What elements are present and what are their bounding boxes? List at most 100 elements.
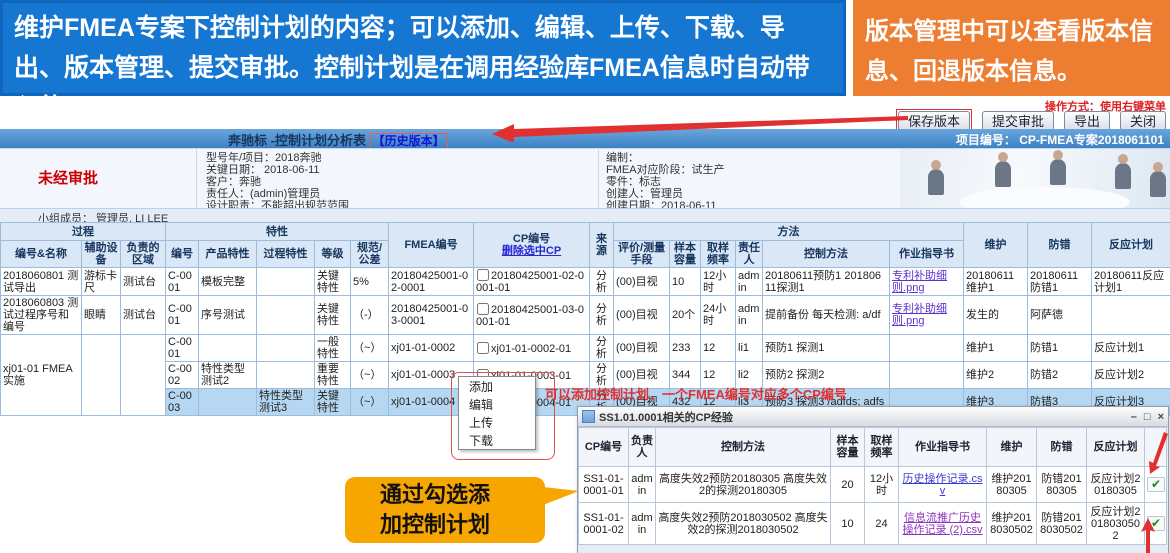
field-part: 零件：标志 xyxy=(606,176,661,188)
work-doc-link[interactable]: 专利补助细则.png xyxy=(892,303,948,327)
work-doc-link[interactable]: 专利补助细则.png xyxy=(892,269,948,294)
cell-error: 防错1 xyxy=(1027,334,1093,362)
cell-owner: admin xyxy=(628,502,656,545)
col-reaction: 反应计划 xyxy=(1091,222,1170,268)
col-no: 编号 xyxy=(165,240,199,268)
field-model: 型号年/项目：2018奔驰 xyxy=(206,152,322,164)
field-owner: 责任人：(admin)管理员 xyxy=(206,188,321,200)
col-fmea-no: FMEA编号 xyxy=(388,222,475,268)
cell-no: C-0001 xyxy=(165,295,199,335)
col-control-method: 控制方法 xyxy=(762,240,891,268)
cell-eval: (00)目视 xyxy=(613,361,671,389)
cell-error: 防错2 xyxy=(1027,361,1093,389)
maximize-icon[interactable]: □ xyxy=(1143,410,1151,423)
cell-select: ✔ xyxy=(1144,466,1167,503)
cell-name: xj01-01 FMEA实施 xyxy=(0,334,82,416)
cell-select: ✔ xyxy=(1144,502,1167,545)
close-icon[interactable]: × xyxy=(1157,410,1164,423)
cell-freq: 12 xyxy=(700,361,737,389)
history-record-link[interactable]: 信息流推广历史操作记录 (2).csv xyxy=(902,511,983,536)
cp-checkbox[interactable] xyxy=(477,302,490,315)
close-button[interactable]: 关闭 xyxy=(1119,111,1166,131)
col-select xyxy=(1144,427,1167,467)
col-spec: 规范/公差 xyxy=(349,240,390,268)
cell-aux: 游标卡尺 xyxy=(81,267,121,296)
col-owner: 负责人 xyxy=(628,427,656,467)
menu-item-download[interactable]: 下载 xyxy=(469,434,494,448)
col-reaction: 反应计划 xyxy=(1086,427,1145,467)
cell-aux xyxy=(81,334,121,416)
col-grade: 等级 xyxy=(314,240,351,268)
cell-spec: （-） xyxy=(349,295,390,335)
delete-selected-cp-link[interactable]: 删除选中CP xyxy=(501,245,562,257)
divider xyxy=(598,149,599,209)
cell-control: 20180611预防1 20180611探测1 xyxy=(762,267,891,296)
cell-sample: 10 xyxy=(669,267,702,296)
col-freq: 取样频率 xyxy=(864,427,899,467)
cell-product: 模板完整 xyxy=(198,267,257,296)
export-button[interactable]: 导出 xyxy=(1063,111,1110,131)
cell-doc: 历史操作记录.csv xyxy=(898,466,987,503)
cp-annotation-text: 可以添加控制计划，一个FMEA编号对应多个CP编号 xyxy=(545,387,847,402)
menu-item-upload[interactable]: 上传 xyxy=(469,416,494,430)
save-version-button[interactable]: 保存版本 xyxy=(897,111,970,131)
cell-aux: 眼睛 xyxy=(81,295,121,335)
cell-fmea: 20180425001-03-0001 xyxy=(388,295,475,335)
history-version-link[interactable]: 【历史版本】 xyxy=(369,133,448,149)
field-key-date: 关键日期： 2018-06-11 xyxy=(206,164,320,176)
cell-source: 分析 xyxy=(589,361,615,389)
cell-owner: admin xyxy=(735,267,764,296)
page-title: 奔驰标 -控制计划分析表 【历史版本】 xyxy=(228,130,448,149)
history-record-link[interactable]: 历史操作记录.csv xyxy=(902,472,983,497)
context-menu-highlight xyxy=(451,372,555,460)
cp-window-titlebar[interactable]: SS1.01.0001相关的CP经验 – □ × xyxy=(578,407,1168,427)
submit-approval-button[interactable]: 提交审批 xyxy=(981,111,1054,131)
cell-grade: 关键特性 xyxy=(314,295,351,335)
minimize-icon[interactable]: – xyxy=(1130,410,1137,423)
meeting-photo xyxy=(900,149,1170,209)
cell-maintain: 维护20180305 xyxy=(986,466,1037,503)
cell-product: 特性类型测试2 xyxy=(198,361,257,389)
cell-eval: (00)目视 xyxy=(613,334,671,362)
callout-text: 通过勾选添加控制计划 xyxy=(380,482,491,537)
select-check-button[interactable]: ✔ xyxy=(1147,516,1166,531)
cell-doc xyxy=(889,334,965,362)
cell-owner: li2 xyxy=(735,361,764,389)
col-freq: 取样频率 xyxy=(700,240,737,268)
cell-grade: 一般特性 xyxy=(314,334,351,362)
col-area: 负责的区域 xyxy=(120,240,166,268)
select-check-button[interactable]: ✔ xyxy=(1147,477,1166,492)
group-characteristic: 特性 xyxy=(164,222,390,241)
cell-error: 阿萨德 xyxy=(1027,295,1093,335)
cell-cp: xj01-01-0002-01 xyxy=(473,334,591,362)
cell-reaction: 20180611反应计划1 xyxy=(1091,267,1170,296)
cell-reaction: 反应计划2 xyxy=(1091,361,1170,389)
cp-checkbox[interactable] xyxy=(477,269,490,281)
cell-freq: 12小时 xyxy=(700,267,737,296)
menu-item-add[interactable]: 添加 xyxy=(469,380,494,394)
window-grid-icon xyxy=(582,410,595,423)
menu-item-edit[interactable]: 编辑 xyxy=(469,398,494,412)
field-compiler: 编制： xyxy=(606,152,639,164)
table-header-row: 编号&名称 辅助设备 负责的区域 编号 产品特性 过程特性 等级 规范/公差 评… xyxy=(0,240,1170,268)
cell-freq: 24 xyxy=(864,502,899,545)
cell-cp: SS1-01-0001-02 xyxy=(578,502,629,545)
cell-maintain: 维护1 xyxy=(963,334,1029,362)
project-number: 项目编号： CP-FMEA专案2018061101 xyxy=(955,133,1164,147)
col-owner: 责任人 xyxy=(735,240,764,268)
cp-header-label: CP编号 xyxy=(512,233,551,245)
field-creator: 创建人：管理员 xyxy=(606,188,683,200)
col-error-proof: 防错 xyxy=(1027,222,1093,268)
cell-sample: 20 xyxy=(830,466,865,503)
cell-grade: 关键特性 xyxy=(314,267,351,296)
cp-checkbox[interactable] xyxy=(477,341,490,354)
col-product-char: 产品特性 xyxy=(198,240,257,268)
divider xyxy=(196,149,197,209)
cell-name: 2018060803 测试过程序号和编号 xyxy=(0,295,82,335)
cell-doc xyxy=(889,361,965,389)
col-sample: 样本容量 xyxy=(830,427,865,467)
intro-banner: 维护FMEA专案下控制计划的内容；可以添加、编辑、上传、下载、导出、版本管理、提… xyxy=(0,0,846,122)
cell-freq: 24小时 xyxy=(700,295,737,335)
cell-reaction: 反应计划2018030502 xyxy=(1086,502,1145,545)
